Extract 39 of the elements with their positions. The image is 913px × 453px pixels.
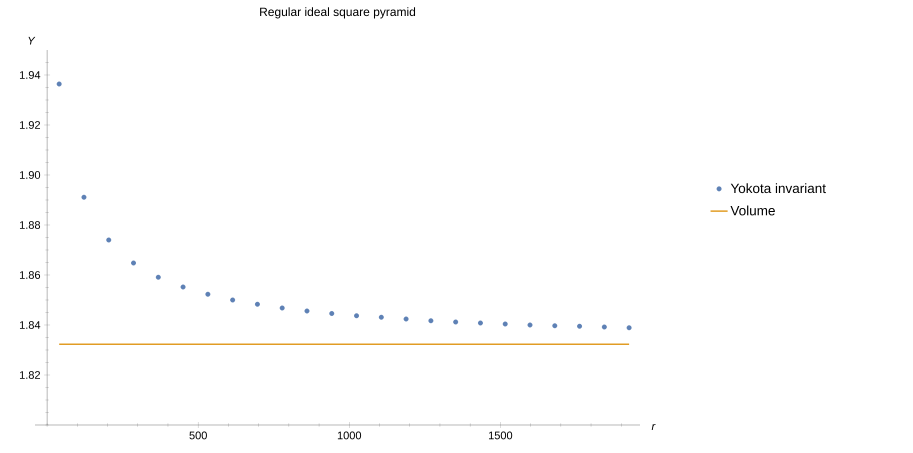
y-tick-label: 1.84 (20, 321, 40, 329)
point (404, 316, 409, 322)
point (552, 323, 558, 328)
point (478, 320, 483, 326)
point (329, 311, 334, 316)
point (528, 322, 533, 328)
point (180, 284, 186, 290)
point (56, 81, 62, 86)
point (230, 298, 236, 302)
point (626, 325, 632, 330)
point (577, 324, 582, 329)
point (602, 324, 607, 330)
x-tick-label: 1500 (488, 432, 512, 440)
point (205, 292, 210, 297)
point (280, 306, 285, 310)
point (81, 194, 86, 200)
point (156, 274, 161, 280)
point (304, 308, 310, 314)
point (254, 302, 260, 307)
y-axis-title: Y (28, 36, 36, 44)
y-tick-label: 1.90 (20, 171, 40, 179)
y-tick-label: 1.88 (20, 221, 40, 229)
y-tick-label: 1.94 (20, 71, 40, 79)
point (502, 322, 508, 326)
y-tick-label: 1.92 (20, 121, 40, 129)
y-tick-label: 1.82 (20, 371, 40, 379)
legend-label: Volume (730, 205, 775, 216)
point (131, 260, 136, 266)
point (428, 318, 434, 324)
x-tick-label: 1000 (338, 432, 362, 440)
point (378, 314, 384, 320)
point (106, 238, 112, 242)
x-axis-title: r (652, 424, 656, 430)
point (354, 313, 360, 318)
x-tick-label: 500 (189, 432, 207, 440)
y-tick-label: 1.86 (20, 271, 40, 279)
legend-label: Yokota invariant (730, 183, 826, 194)
chart-title: Regular ideal square pyramid (260, 7, 416, 18)
point (453, 320, 458, 324)
